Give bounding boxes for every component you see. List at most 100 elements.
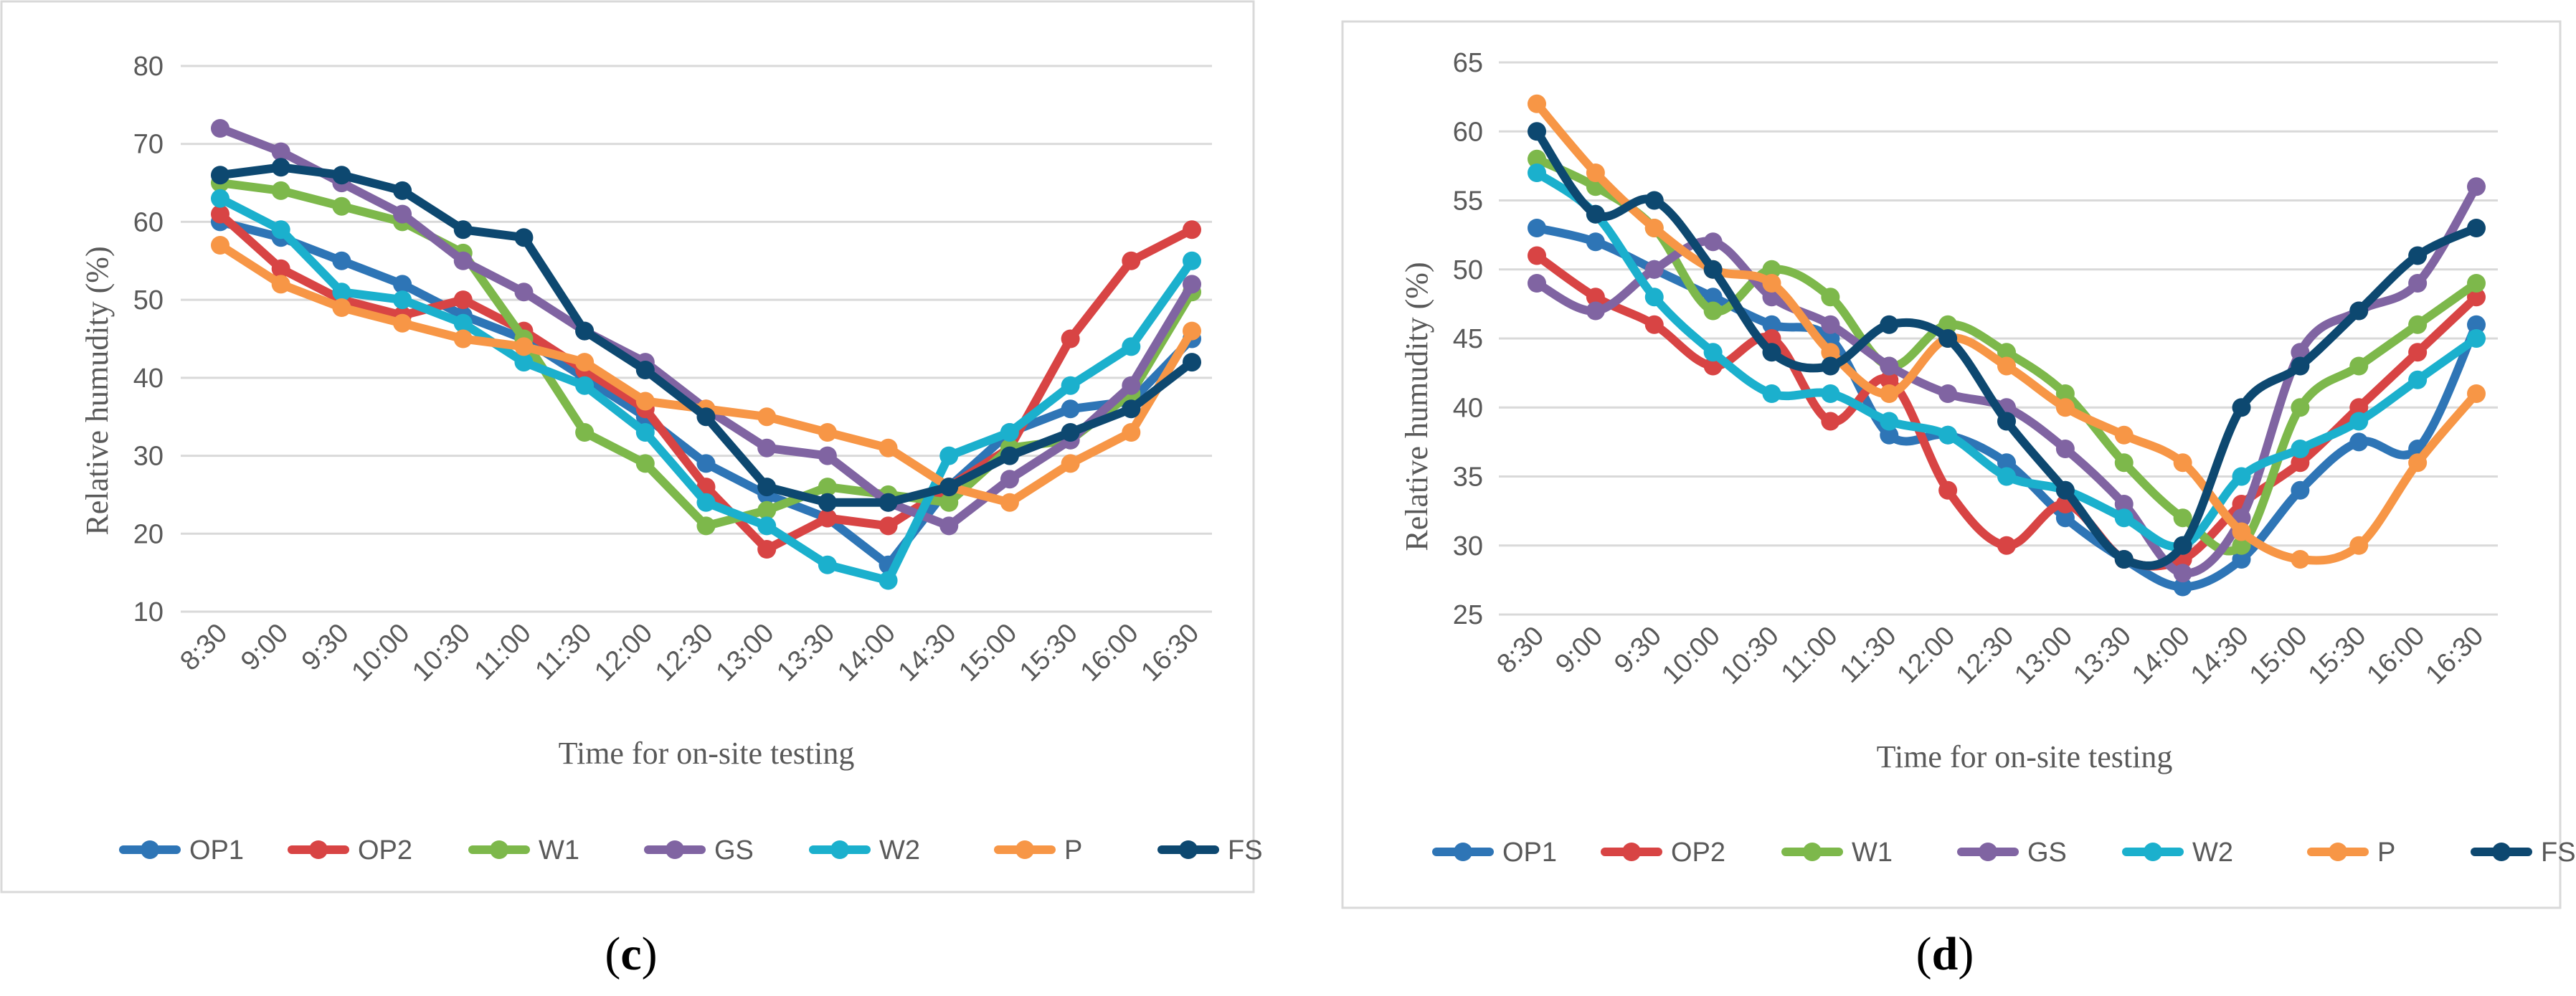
y-tick-labels-d: 25 30 35 40 45 50 55 60 65 xyxy=(1453,48,1483,630)
data-point-fs xyxy=(939,478,959,497)
legend-c: OP1 OP2 W1 GS W2 P FS xyxy=(119,835,1263,865)
data-point-fs xyxy=(2408,246,2428,265)
data-point-gs xyxy=(393,204,412,224)
data-point-op2 xyxy=(1528,246,1546,265)
data-point-op2 xyxy=(453,290,473,310)
series-w1-d xyxy=(1528,149,2486,556)
legend-label: OP1 xyxy=(1502,838,1557,868)
data-point-w2 xyxy=(1762,384,1781,403)
data-point-fs xyxy=(1880,315,1899,334)
data-point-p xyxy=(2291,550,2310,569)
data-point-w1 xyxy=(2055,384,2075,403)
data-point-fs xyxy=(1821,356,1840,376)
data-point-p xyxy=(879,438,898,457)
series-fs-d xyxy=(1528,122,2486,570)
data-point-op1 xyxy=(1703,288,1723,307)
legend-swatch-marker xyxy=(2329,843,2347,861)
data-point-gs xyxy=(1586,301,1605,321)
data-point-op2 xyxy=(1821,412,1840,431)
y-tick-label-d: 50 xyxy=(1453,255,1483,285)
data-point-w1 xyxy=(696,516,716,536)
data-point-w2 xyxy=(1644,288,1664,307)
y-tick-label-d: 25 xyxy=(1453,600,1483,630)
data-point-gs xyxy=(818,446,837,465)
data-point-op1 xyxy=(393,275,412,294)
data-point-w2 xyxy=(2114,508,2134,528)
panel-letter-c: c xyxy=(620,928,641,980)
data-point-fs xyxy=(2349,301,2369,321)
data-point-p xyxy=(635,392,655,411)
chart-frame-d xyxy=(1341,20,2562,909)
legend-swatch-marker xyxy=(1622,843,1641,861)
data-point-op2 xyxy=(757,540,777,559)
legend-label: P xyxy=(2377,838,2395,868)
data-point-p xyxy=(1122,423,1141,442)
y-tick-label-d: 55 xyxy=(1453,186,1483,217)
data-point-w2 xyxy=(1061,376,1080,395)
data-point-w2 xyxy=(1528,163,1546,182)
data-point-op2 xyxy=(818,508,837,528)
data-point-w2 xyxy=(757,516,777,536)
data-point-p xyxy=(332,298,351,317)
legend-swatch-marker xyxy=(1803,843,1822,861)
data-point-p xyxy=(1528,94,1546,113)
data-point-w1 xyxy=(1938,315,1958,334)
data-point-op2 xyxy=(271,259,290,278)
data-point-gs xyxy=(453,251,473,270)
data-point-gs xyxy=(757,438,777,457)
legend-swatch-marker xyxy=(141,840,159,859)
data-point-w2 xyxy=(2291,440,2310,458)
legend-label: W1 xyxy=(1852,838,1893,868)
data-point-p xyxy=(271,275,290,294)
legend-item-fs: FS xyxy=(2471,838,2576,868)
series-group-d xyxy=(1528,94,2486,597)
data-point-fs xyxy=(696,407,716,427)
data-point-gs xyxy=(514,283,534,302)
y-axis-title-c: Relative humudity (%) xyxy=(80,246,115,535)
y-tick-label-d: 45 xyxy=(1453,324,1483,354)
data-point-gs xyxy=(2114,495,2134,513)
x-axis-title-c: Time for on-site testing xyxy=(559,736,855,771)
data-point-w1 xyxy=(818,478,837,497)
data-point-w1 xyxy=(1821,288,1840,307)
data-point-fs xyxy=(2467,219,2486,237)
data-point-w2 xyxy=(271,220,290,239)
data-point-w2 xyxy=(453,313,473,333)
data-point-op2 xyxy=(1997,536,2016,555)
data-point-op2 xyxy=(1644,315,1664,334)
x-axis-title-d: Time for on-site testing xyxy=(1877,739,2173,774)
data-point-w2 xyxy=(818,555,837,574)
data-point-w1 xyxy=(2232,536,2251,555)
data-point-p xyxy=(211,236,229,255)
data-point-w1 xyxy=(271,181,290,200)
data-point-gs xyxy=(2408,274,2428,293)
data-point-w1 xyxy=(2291,398,2310,417)
legend-d: OP1 OP2 W1 GS W2 P FS xyxy=(1432,838,2576,868)
data-point-p xyxy=(2232,522,2251,541)
legend-label: W2 xyxy=(2192,838,2233,868)
data-point-op1 xyxy=(1880,425,1899,445)
y-tick-labels-c: 10 20 30 40 50 60 70 80 xyxy=(133,52,164,627)
data-point-w2 xyxy=(1183,251,1201,270)
legend-item-op1: OP1 xyxy=(119,835,244,865)
data-point-op2 xyxy=(1183,220,1201,239)
legend-swatch-marker xyxy=(830,840,849,859)
y-tick-label-c: 10 xyxy=(133,597,164,627)
data-point-w1 xyxy=(635,454,655,473)
data-point-p xyxy=(575,353,595,372)
panel-letter-d: d xyxy=(1932,928,1959,980)
data-point-w2 xyxy=(1821,384,1840,403)
legend-swatch-marker xyxy=(2144,843,2162,861)
data-point-w1 xyxy=(1703,301,1723,321)
data-point-op1 xyxy=(2349,432,2369,452)
data-point-w2 xyxy=(1880,412,1899,431)
data-point-p xyxy=(1000,493,1019,512)
data-point-p xyxy=(2173,453,2192,473)
data-point-fs xyxy=(575,321,595,341)
data-point-fs xyxy=(2232,398,2251,417)
data-point-op2 xyxy=(1122,251,1141,270)
legend-item-p: P xyxy=(2307,838,2395,868)
data-point-w1 xyxy=(332,196,351,216)
data-point-w1 xyxy=(939,493,959,512)
